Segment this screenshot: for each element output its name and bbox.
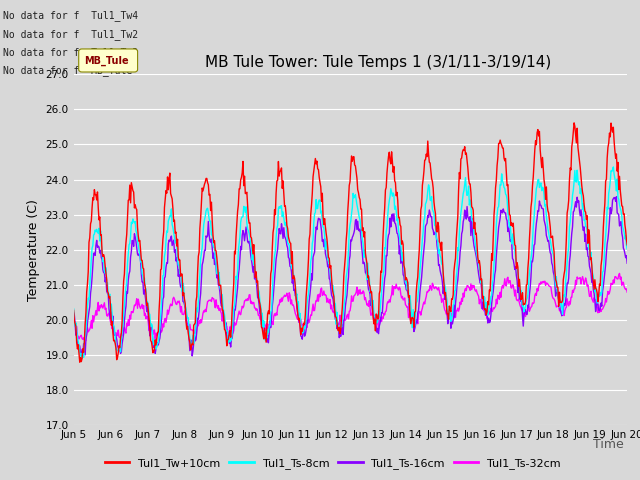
Text: No data for f  Tul1_Tw2: No data for f Tul1_Tw2: [3, 29, 138, 40]
Text: MB_Tule: MB_Tule: [84, 55, 129, 66]
Text: No data for f  Tul1_Tw4: No data for f Tul1_Tw4: [3, 11, 138, 22]
Text: No data for f  MB_Tule: No data for f MB_Tule: [3, 65, 132, 76]
Y-axis label: Temperature (C): Temperature (C): [27, 199, 40, 300]
Text: No data for f  Tul1_Ts2: No data for f Tul1_Ts2: [3, 47, 138, 58]
Text: Time: Time: [593, 437, 624, 451]
Legend: Tul1_Tw+10cm, Tul1_Ts-8cm, Tul1_Ts-16cm, Tul1_Ts-32cm: Tul1_Tw+10cm, Tul1_Ts-8cm, Tul1_Ts-16cm,…: [100, 454, 565, 473]
Title: MB Tule Tower: Tule Temps 1 (3/1/11-3/19/14): MB Tule Tower: Tule Temps 1 (3/1/11-3/19…: [205, 56, 551, 71]
